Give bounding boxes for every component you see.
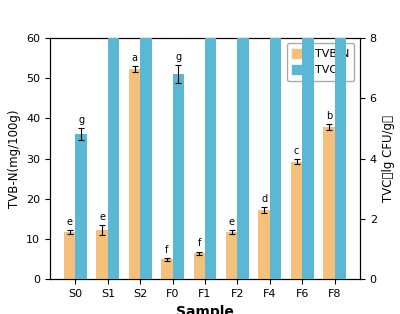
Y-axis label: TVC（lg CFU/g）: TVC（lg CFU/g） [382, 115, 396, 202]
Bar [323, 127, 334, 279]
Legend: TVB-N, TVC: TVB-N, TVC [287, 43, 354, 81]
Bar [161, 259, 173, 279]
Bar [237, 0, 249, 279]
Bar [258, 210, 270, 279]
Bar [64, 232, 76, 279]
Bar [96, 230, 108, 279]
X-axis label: Sample: Sample [176, 305, 234, 314]
Text: d: d [261, 194, 267, 204]
Text: c: c [294, 146, 299, 156]
Bar [302, 0, 314, 279]
Text: e: e [229, 217, 235, 227]
Bar [194, 253, 205, 279]
Bar [129, 69, 140, 279]
Text: g: g [78, 115, 84, 125]
Bar [291, 162, 302, 279]
Bar [108, 0, 119, 279]
Bar [173, 74, 184, 279]
Bar [334, 0, 346, 279]
Text: f: f [165, 245, 169, 255]
Y-axis label: TVB-N(mg/100g): TVB-N(mg/100g) [8, 109, 20, 208]
Bar [205, 0, 216, 279]
Text: f: f [198, 238, 201, 248]
Bar [140, 0, 152, 279]
Text: e: e [67, 217, 73, 227]
Text: b: b [326, 111, 332, 121]
Bar [76, 134, 87, 279]
Text: a: a [132, 53, 138, 63]
Text: e: e [99, 212, 105, 222]
Bar [226, 232, 237, 279]
Bar [270, 0, 281, 279]
Text: g: g [175, 52, 181, 62]
